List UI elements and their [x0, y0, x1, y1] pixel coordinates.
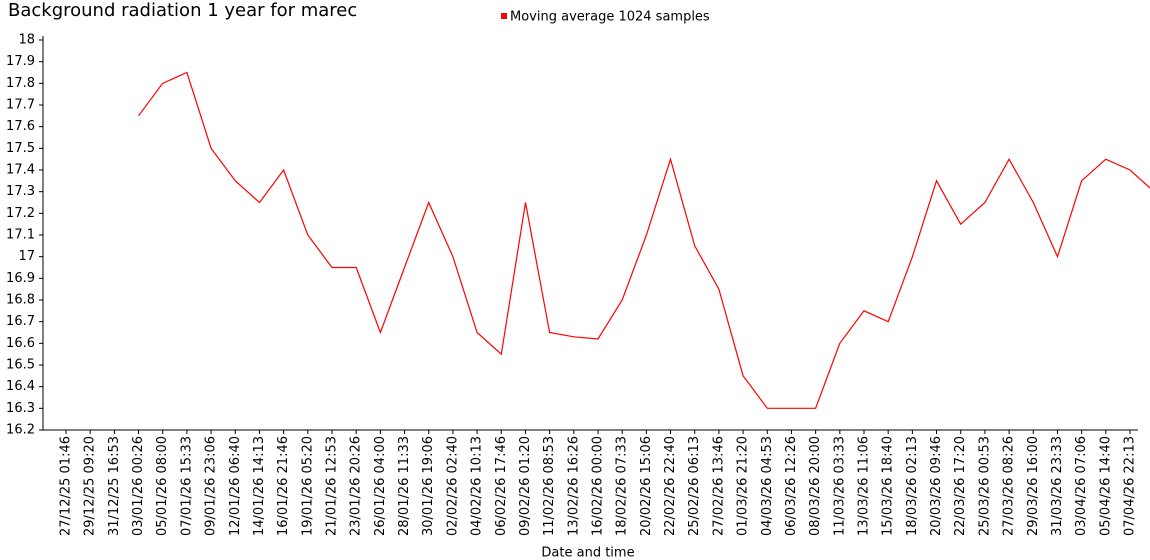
y-tick-label: 17.2	[6, 206, 35, 221]
x-tick-label: 20/02/26 15:06	[639, 436, 654, 536]
x-tick-label: 18/03/26 02:13	[905, 436, 920, 536]
y-tick-label: 16.8	[6, 293, 35, 308]
x-axis-label: Date and time	[541, 546, 634, 560]
x-tick-label: 31/03/26 23:33	[1050, 436, 1065, 536]
x-tick-label: 19/01/26 05:20	[300, 436, 315, 536]
y-tick-label: 17.6	[6, 119, 35, 134]
x-tick-label: 12/01/26 06:40	[228, 436, 243, 536]
y-tick-label: 16.3	[6, 401, 35, 416]
x-tick-label: 08/03/26 20:00	[808, 436, 823, 536]
y-tick-label: 17	[18, 249, 35, 264]
x-tick-label: 05/04/26 14:40	[1098, 436, 1113, 536]
x-tick-label: 06/03/26 12:26	[784, 436, 799, 536]
x-tick-label: 18/02/26 07:33	[615, 436, 630, 536]
x-tick-label: 27/03/26 08:26	[1002, 436, 1017, 536]
y-tick-label: 16.9	[6, 271, 35, 286]
x-tick-label: 21/01/26 12:53	[325, 436, 340, 536]
x-tick-label: 16/01/26 21:46	[276, 436, 291, 536]
x-tick-label: 07/04/26 22:13	[1123, 436, 1138, 536]
chart-title: Background radiation 1 year for marec	[8, 0, 357, 21]
x-tick-label: 03/04/26 07:06	[1074, 436, 1089, 536]
y-tick-label: 17.5	[6, 141, 35, 156]
y-tick-label: 16.5	[6, 358, 35, 373]
x-tick-label: 27/12/25 01:46	[59, 436, 74, 536]
y-tick-label: 17.9	[6, 54, 35, 69]
x-tick-label: 22/02/26 22:40	[663, 436, 678, 536]
x-tick-label: 01/03/26 21:20	[736, 436, 751, 536]
x-tick-label: 25/03/26 00:53	[977, 436, 992, 536]
x-tick-label: 09/01/26 23:06	[204, 436, 219, 536]
x-tick-label: 16/02/26 00:00	[591, 436, 606, 536]
y-tick-label: 16.7	[6, 314, 35, 329]
y-tick-label: 17.8	[6, 76, 35, 91]
x-tick-label: 07/01/26 15:33	[179, 436, 194, 536]
x-tick-label: 04/03/26 04:53	[760, 436, 775, 536]
y-tick-label: 16.2	[6, 423, 35, 438]
x-tick-label: 11/02/26 08:53	[542, 436, 557, 536]
y-tick-label: 17.4	[6, 163, 35, 178]
x-tick-label: 23/01/26 20:26	[349, 436, 364, 536]
x-tick-label: 25/02/26 06:13	[687, 436, 702, 536]
x-tick-label: 20/03/26 09:46	[929, 436, 944, 536]
legend-swatch	[501, 13, 507, 19]
x-tick-label: 29/12/25 09:20	[83, 436, 98, 536]
y-tick-label: 16.4	[6, 379, 35, 394]
x-tick-label: 05/01/26 08:00	[155, 436, 170, 536]
y-tick-label: 17.3	[6, 184, 35, 199]
x-tick-label: 03/01/26 00:26	[131, 436, 146, 536]
y-tick-label: 16.6	[6, 336, 35, 351]
x-tick-label: 06/02/26 17:46	[494, 436, 509, 536]
x-tick-label: 22/03/26 17:20	[953, 436, 968, 536]
y-tick-label: 18	[18, 33, 35, 48]
x-tick-label: 02/02/26 02:40	[445, 436, 460, 536]
x-tick-label: 11/03/26 03:33	[832, 436, 847, 536]
x-tick-label: 15/03/26 18:40	[881, 436, 896, 536]
x-tick-label: 09/02/26 01:20	[518, 436, 533, 536]
y-tick-label: 17.1	[6, 228, 35, 243]
series-line	[138, 71, 1150, 409]
x-tick-label: 13/02/26 16:26	[566, 436, 581, 536]
x-tick-label: 31/12/25 16:53	[107, 436, 122, 536]
x-tick-label: 14/01/26 14:13	[252, 436, 267, 536]
y-tick-label: 17.7	[6, 98, 35, 113]
x-tick-label: 27/02/26 13:46	[711, 436, 726, 536]
x-tick-label: 13/03/26 11:06	[857, 436, 872, 536]
x-tick-label: 29/03/26 16:00	[1026, 436, 1041, 536]
x-tick-label: 26/01/26 04:00	[373, 436, 388, 536]
legend-label: Moving average 1024 samples	[510, 10, 710, 25]
x-tick-label: 28/01/26 11:33	[397, 436, 412, 536]
x-tick-label: 04/02/26 10:13	[470, 436, 485, 536]
x-tick-label: 30/01/26 19:06	[421, 436, 436, 536]
